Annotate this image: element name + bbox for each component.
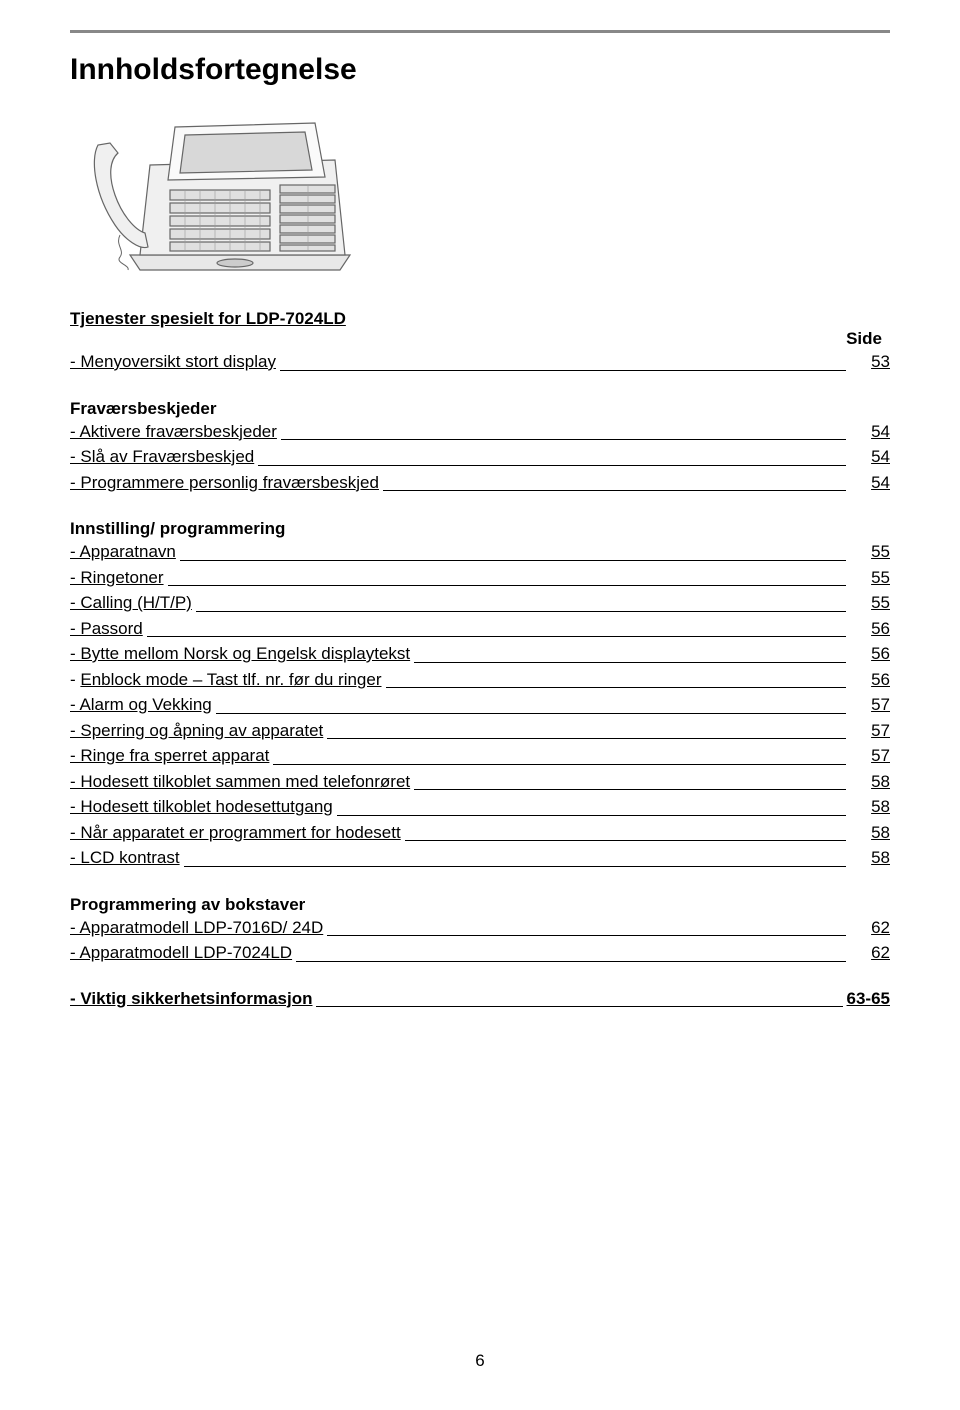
toc-label: - Calling (H/T/P) xyxy=(70,590,192,616)
toc-filler xyxy=(216,713,846,714)
section-header: Innstilling/ programmering xyxy=(70,519,890,539)
toc-filler xyxy=(196,611,846,612)
toc-filler xyxy=(281,439,846,440)
toc-page: 54 xyxy=(850,470,890,496)
toc-label: - Apparatmodell LDP-7024LD xyxy=(70,940,292,966)
toc-row: - Menyoversikt stort display 53 xyxy=(70,349,890,375)
toc-row: - Enblock mode – Tast tlf. nr. før du ri… xyxy=(70,667,890,693)
toc-label: - Menyoversikt stort display xyxy=(70,349,276,375)
toc-row: - Hodesett tilkoblet sammen med telefonr… xyxy=(70,769,890,795)
toc-filler xyxy=(258,465,846,466)
header-row-1: Tjenester spesielt for LDP-7024LD xyxy=(70,305,890,329)
toc-filler xyxy=(316,1006,842,1007)
toc-page: 57 xyxy=(850,743,890,769)
toc-row: - Bytte mellom Norsk og Engelsk displayt… xyxy=(70,641,890,667)
toc-row: - Når apparatet er programmert for hodes… xyxy=(70,820,890,846)
toc-label: - Apparatnavn xyxy=(70,539,176,565)
toc-section: - Apparatnavn 55 - Ringetoner 55 - Calli… xyxy=(70,539,890,871)
toc-row: - Apparatnavn 55 xyxy=(70,539,890,565)
toc-filler xyxy=(280,370,846,371)
toc-filler xyxy=(327,738,846,739)
section-header: Programmering av bokstaver xyxy=(70,895,890,915)
toc-section: - Viktig sikkerhetsinformasjon 63-65 xyxy=(70,986,890,1012)
toc-page: 57 xyxy=(850,718,890,744)
toc-filler xyxy=(414,662,846,663)
page-container: Innholdsfortegnelse xyxy=(0,0,960,1401)
toc-page: 58 xyxy=(850,794,890,820)
toc-row: - Viktig sikkerhetsinformasjon 63-65 xyxy=(70,986,890,1012)
toc-label: - Alarm og Vekking xyxy=(70,692,212,718)
toc-label: - LCD kontrast xyxy=(70,845,180,871)
section-header: Tjenester spesielt for LDP-7024LD xyxy=(70,309,346,329)
toc-row: - Ringetoner 55 xyxy=(70,565,890,591)
toc-filler xyxy=(405,840,846,841)
toc-page: 56 xyxy=(850,616,890,642)
toc-page: 56 xyxy=(850,641,890,667)
toc-section: - Menyoversikt stort display 53 xyxy=(70,349,890,375)
toc-page: 56 xyxy=(850,667,890,693)
phone-illustration xyxy=(90,105,890,280)
toc-page: 53 xyxy=(850,349,890,375)
toc-row: - Hodesett tilkoblet hodesettutgang 58 xyxy=(70,794,890,820)
header-divider xyxy=(70,30,890,33)
toc-row: - Ringe fra sperret apparat 57 xyxy=(70,743,890,769)
toc-row: - Apparatmodell LDP-7024LD 62 xyxy=(70,940,890,966)
toc-page: 55 xyxy=(850,539,890,565)
toc-filler xyxy=(168,585,846,586)
toc-page: 54 xyxy=(850,444,890,470)
toc-label: - Passord xyxy=(70,616,143,642)
toc-filler xyxy=(273,764,846,765)
toc-row: - Programmere personlig fraværsbeskjed 5… xyxy=(70,470,890,496)
toc-label: - Bytte mellom Norsk og Engelsk displayt… xyxy=(70,641,410,667)
toc-label: - Enblock mode – Tast tlf. nr. før du ri… xyxy=(70,667,382,693)
toc-section: - Apparatmodell LDP-7016D/ 24D 62 - Appa… xyxy=(70,915,890,966)
toc-row: - Slå av Fraværsbeskjed 54 xyxy=(70,444,890,470)
toc-page: 58 xyxy=(850,769,890,795)
toc-row: - Aktivere fraværsbeskjeder 54 xyxy=(70,419,890,445)
toc-page: 57 xyxy=(850,692,890,718)
toc-filler xyxy=(147,636,846,637)
toc-row: - LCD kontrast 58 xyxy=(70,845,890,871)
toc-label: - Viktig sikkerhetsinformasjon xyxy=(70,986,312,1012)
toc-label: - Hodesett tilkoblet hodesettutgang xyxy=(70,794,333,820)
toc-section: - Aktivere fraværsbeskjeder 54 - Slå av … xyxy=(70,419,890,496)
toc-row: - Passord 56 xyxy=(70,616,890,642)
toc-label: - Hodesett tilkoblet sammen med telefonr… xyxy=(70,769,410,795)
phone-svg xyxy=(90,105,370,275)
toc-page: 58 xyxy=(850,845,890,871)
toc-filler xyxy=(180,560,846,561)
toc-filler xyxy=(296,961,846,962)
toc-label: - Ringe fra sperret apparat xyxy=(70,743,269,769)
toc-label: - Slå av Fraværsbeskjed xyxy=(70,444,254,470)
toc-page: 62 xyxy=(850,915,890,941)
section-header: Fraværsbeskjeder xyxy=(70,399,890,419)
toc-page: 55 xyxy=(850,565,890,591)
toc-filler xyxy=(383,490,846,491)
toc-page: 55 xyxy=(850,590,890,616)
page-column-label: Side xyxy=(70,329,890,349)
toc-label: - Apparatmodell LDP-7016D/ 24D xyxy=(70,915,323,941)
toc-row: - Apparatmodell LDP-7016D/ 24D 62 xyxy=(70,915,890,941)
toc-label: - Ringetoner xyxy=(70,565,164,591)
footer-page-number: 6 xyxy=(70,1351,890,1371)
toc-label: - Når apparatet er programmert for hodes… xyxy=(70,820,401,846)
toc-label: - Aktivere fraværsbeskjeder xyxy=(70,419,277,445)
toc-filler xyxy=(337,815,846,816)
toc-row: - Calling (H/T/P) 55 xyxy=(70,590,890,616)
toc-label: - Programmere personlig fraværsbeskjed xyxy=(70,470,379,496)
toc-page: 58 xyxy=(850,820,890,846)
page-title: Innholdsfortegnelse xyxy=(70,53,890,87)
toc-row: - Sperring og åpning av apparatet 57 xyxy=(70,718,890,744)
toc-label: - Sperring og åpning av apparatet xyxy=(70,718,323,744)
toc-page: 62 xyxy=(850,940,890,966)
toc-page: 63-65 xyxy=(847,986,890,1012)
toc-row: - Alarm og Vekking 57 xyxy=(70,692,890,718)
toc-filler xyxy=(386,687,847,688)
toc-filler xyxy=(184,866,846,867)
toc-page: 54 xyxy=(850,419,890,445)
toc-filler xyxy=(414,789,846,790)
toc-filler xyxy=(327,935,846,936)
